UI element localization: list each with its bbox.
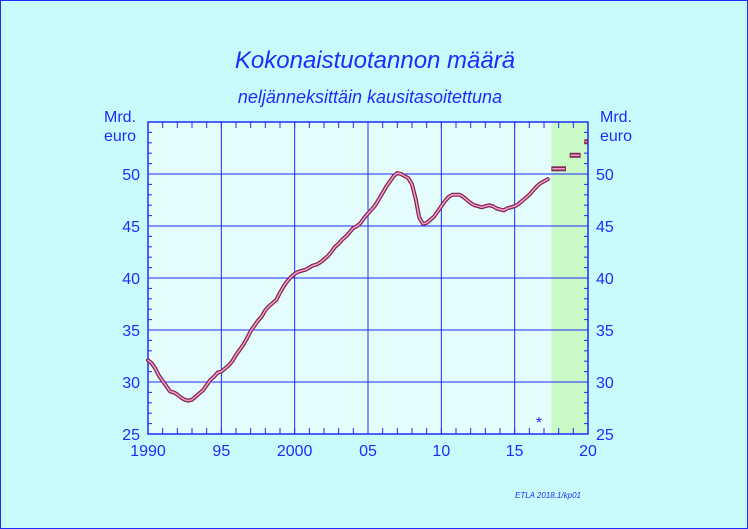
x-tick-label: 20 <box>579 443 597 460</box>
x-tick-label: 15 <box>506 443 524 460</box>
left-unit-line1: Mrd. <box>104 109 136 126</box>
right-unit-line1: Mrd. <box>600 109 632 126</box>
y-tick-label-left: 30 <box>122 375 140 392</box>
y-tick-label-left: 40 <box>122 271 140 288</box>
source-note: ETLA 2018.1/kp01 <box>515 491 581 500</box>
chart-title: Kokonaistuotannon määrä <box>235 47 515 74</box>
y-tick-label-right: 45 <box>596 219 614 236</box>
right-unit-line2: euro <box>600 128 632 145</box>
y-tick-label-right: 50 <box>596 167 614 184</box>
y-tick-label-left: 50 <box>122 167 140 184</box>
y-tick-label-left: 45 <box>122 219 140 236</box>
y-tick-label-right: 30 <box>596 375 614 392</box>
x-tick-label: 95 <box>212 443 230 460</box>
plot-area: 25 25 30 30 35 35 40 40 45 45 50 50 1990 95 2000 05 10 15… <box>122 121 614 460</box>
y-tick-label-left: 25 <box>122 427 140 444</box>
y-tick-label-left: 35 <box>122 323 140 340</box>
x-tick-label: 05 <box>359 443 377 460</box>
x-tick-label: 10 <box>432 443 450 460</box>
y-tick-label-right: 35 <box>596 323 614 340</box>
y-tick-label-right: 40 <box>596 271 614 288</box>
plot-border <box>147 121 589 435</box>
gdp-series-line-inner <box>147 172 549 402</box>
forecast-asterisk: * <box>536 415 542 432</box>
x-tick-label: 1990 <box>130 443 166 460</box>
x-tick-label: 2000 <box>277 443 313 460</box>
left-unit-line2: euro <box>104 128 136 145</box>
chart-subtitle: neljänneksittäin kausitasoitettuna <box>238 87 502 107</box>
y-tick-label-right: 25 <box>596 427 614 444</box>
